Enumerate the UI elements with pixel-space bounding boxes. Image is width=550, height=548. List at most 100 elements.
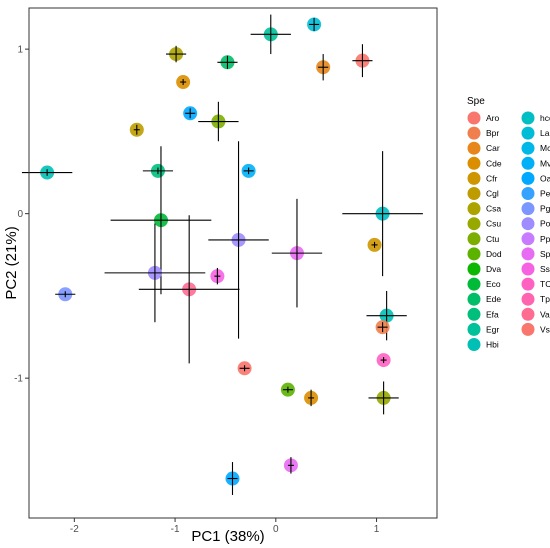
legend-entry: Csu <box>467 217 501 231</box>
data-point <box>352 44 373 78</box>
legend-label: Csu <box>486 219 501 229</box>
data-point <box>342 151 423 277</box>
legend-label: Hbi <box>486 340 499 350</box>
legend-entry: Car <box>467 141 500 155</box>
x-tick-label: 0 <box>273 524 279 535</box>
x-tick-label: 1 <box>374 524 380 535</box>
data-point <box>217 55 238 70</box>
legend-key <box>521 171 535 185</box>
data-point <box>241 163 256 178</box>
legend-label: Ssp <box>540 264 550 274</box>
legend-key <box>521 262 535 276</box>
x-tick-label: -2 <box>70 524 79 535</box>
legend-entry: Pop <box>521 217 550 231</box>
legend-entry: Efa <box>467 307 499 321</box>
legend-entry: Dod <box>467 247 502 261</box>
data-point <box>316 54 331 81</box>
legend-entry: Pgu <box>521 202 550 216</box>
legend-label: Eco <box>486 279 501 289</box>
data-point <box>198 101 239 142</box>
data-point <box>271 198 323 308</box>
data-point <box>138 215 240 364</box>
legend-label: Cde <box>486 158 502 168</box>
legend-label: Efa <box>486 309 499 319</box>
data-point <box>250 14 291 55</box>
legend-key <box>521 307 535 321</box>
legend-entry: hco <box>521 111 550 125</box>
legend-key <box>467 292 481 306</box>
legend-key <box>467 232 481 246</box>
plot-panel-border <box>28 7 438 519</box>
legend-title: Spe <box>467 96 485 107</box>
legend-label: Dva <box>486 264 501 274</box>
legend-label: Mve <box>540 158 550 168</box>
legend-entry: Lal <box>521 126 550 140</box>
legend-label: Ppt <box>540 234 550 244</box>
legend-key <box>521 292 535 306</box>
legend-key <box>521 232 535 246</box>
legend-entry: Egr <box>467 322 499 336</box>
data-point <box>176 75 191 90</box>
legend-key <box>467 126 481 140</box>
data-point <box>307 17 322 32</box>
legend-label: Oas <box>540 173 550 183</box>
data-point <box>283 457 298 474</box>
legend-label: Peu <box>540 189 550 199</box>
legend-entry: Oas <box>521 171 550 185</box>
y-tick-label: 1 <box>17 45 23 56</box>
x-axis-ticks: -2 -1 0 1 <box>70 518 380 535</box>
legend-key <box>467 156 481 170</box>
data-point <box>129 122 144 137</box>
data-point <box>237 361 252 376</box>
x-tick-label: -1 <box>171 524 180 535</box>
legend-entry: TCl <box>521 277 550 291</box>
x-axis-title: PC1 (38%) <box>191 528 264 545</box>
legend-entry: Eco <box>467 277 501 291</box>
legend-label: Tpr <box>540 294 550 304</box>
legend-key <box>467 217 481 231</box>
legend-entry: Hbi <box>467 338 499 351</box>
legend-label: Mco <box>540 143 550 153</box>
y-tick-label: -1 <box>14 374 23 385</box>
legend-entry: Aro <box>467 111 500 125</box>
legend-key <box>521 217 535 231</box>
legend-label: Ctu <box>486 234 500 244</box>
data-point <box>368 381 399 415</box>
data-point <box>376 353 391 368</box>
legend-key <box>521 187 535 200</box>
legend-entry: Mve <box>521 156 550 170</box>
legend-label: Pop <box>540 219 550 229</box>
data-point <box>210 267 225 285</box>
legend-entry: Ssp <box>521 262 550 276</box>
legend-key <box>467 262 481 276</box>
legend-entry: Bpr <box>467 126 499 140</box>
legend-label: TCl <box>540 279 550 289</box>
legend-label: Car <box>486 143 500 153</box>
legend-entry: Ppt <box>521 232 550 246</box>
legend-label: Lal <box>540 128 550 138</box>
legend-label: hco <box>540 113 550 123</box>
legend-key <box>521 247 535 261</box>
legend-entry: Spr <box>521 247 550 261</box>
legend-label: Pgu <box>540 204 550 214</box>
legend-key <box>521 277 535 291</box>
y-axis-title: PC2 (21%) <box>3 226 20 299</box>
legend-label: Vsa <box>540 324 550 334</box>
data-point <box>166 45 187 63</box>
legend-key <box>467 141 481 155</box>
data-point <box>142 163 174 178</box>
legend-label: Dod <box>486 249 502 259</box>
legend-key <box>467 277 481 291</box>
data-point <box>366 290 407 341</box>
data-point <box>367 237 382 252</box>
legend-entry: Tpr <box>521 292 550 306</box>
legend-label: Bpr <box>486 128 499 138</box>
legend-label: Csa <box>486 204 501 214</box>
legend-key <box>467 338 481 351</box>
legend-label: Spr <box>540 249 550 259</box>
legend-key <box>467 322 481 336</box>
data-point <box>21 165 73 180</box>
legend-key <box>467 247 481 261</box>
plot-marks <box>21 14 423 495</box>
